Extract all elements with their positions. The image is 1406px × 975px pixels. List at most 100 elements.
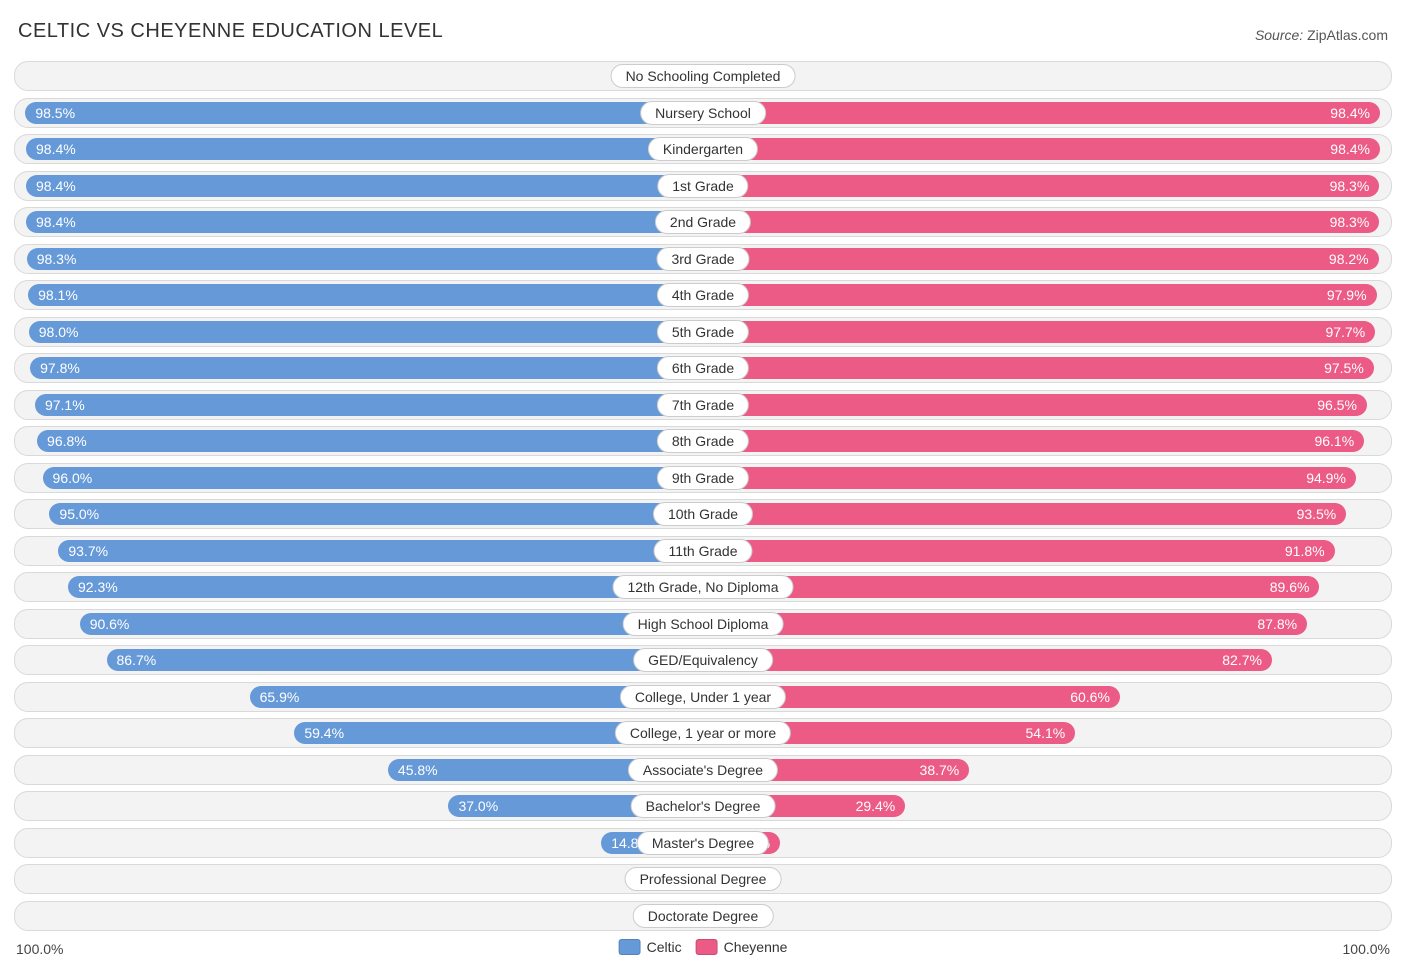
chart-row: 97.1%96.5%7th Grade: [14, 390, 1392, 420]
row-left-half: 98.3%: [15, 245, 703, 273]
chart-footer: 100.0% CelticCheyenne 100.0%: [14, 937, 1392, 967]
row-right-half: 1.6%: [703, 902, 1391, 930]
row-left-half: 98.4%: [15, 208, 703, 236]
bar-value-celtic: 65.9%: [250, 689, 310, 705]
axis-max-left: 100.0%: [16, 941, 63, 957]
chart-row: 1.6%2.1%No Schooling Completed: [14, 61, 1392, 91]
bar-cheyenne: 98.2%: [703, 248, 1379, 270]
chart-row: 98.1%97.9%4th Grade: [14, 280, 1392, 310]
row-category-label: 5th Grade: [657, 320, 749, 344]
row-category-label: Kindergarten: [648, 137, 758, 161]
bar-cheyenne: 82.7%: [703, 649, 1272, 671]
row-left-half: 45.8%: [15, 756, 703, 784]
legend-swatch-icon: [619, 939, 641, 955]
row-category-label: 3rd Grade: [656, 247, 749, 271]
chart-row: 86.7%82.7%GED/Equivalency: [14, 645, 1392, 675]
row-left-half: 96.8%: [15, 427, 703, 455]
chart-row: 96.8% 96.1% 8th Grade: [14, 426, 1392, 456]
bar-value-cheyenne: 94.9%: [1296, 470, 1356, 486]
row-category-label: 11th Grade: [653, 539, 752, 563]
bar-cheyenne: 89.6%: [703, 576, 1319, 598]
row-right-half: 97.9%: [703, 281, 1391, 309]
bar-value-celtic: 96.0%: [43, 470, 103, 486]
bar-value-cheyenne: 54.1%: [1016, 725, 1076, 741]
bar-value-cheyenne: 98.4%: [1320, 141, 1380, 157]
row-category-label: No Schooling Completed: [611, 64, 796, 88]
row-right-half: 89.6%: [703, 573, 1391, 601]
row-right-half: 96.1%: [703, 427, 1391, 455]
bar-value-cheyenne: 60.6%: [1060, 689, 1120, 705]
bar-value-celtic: 59.4%: [294, 725, 354, 741]
row-right-half: 11.2%: [703, 829, 1391, 857]
bar-celtic: 90.6%: [80, 613, 703, 635]
bar-value-celtic: 97.8%: [30, 360, 90, 376]
row-category-label: 8th Grade: [657, 429, 749, 453]
bar-value-celtic: 45.8%: [388, 762, 448, 778]
bar-value-cheyenne: 87.8%: [1247, 616, 1307, 632]
bar-value-cheyenne: 96.1%: [1304, 433, 1364, 449]
source-label: Source:: [1255, 27, 1303, 43]
row-right-half: 93.5%: [703, 500, 1391, 528]
chart-legend: Celtic Cheyenne: [619, 939, 788, 955]
row-right-half: 54.1%: [703, 719, 1391, 747]
row-category-label: 2nd Grade: [655, 210, 751, 234]
chart-title: CELTIC VS CHEYENNE EDUCATION LEVEL: [18, 20, 443, 43]
row-category-label: College, Under 1 year: [620, 685, 786, 709]
chart-row: 45.8%38.7%Associate's Degree: [14, 755, 1392, 785]
chart-row: 96.0% 94.9% 9th Grade: [14, 463, 1392, 493]
row-category-label: 12th Grade, No Diploma: [613, 575, 794, 599]
bar-value-celtic: 93.7%: [58, 543, 118, 559]
bar-cheyenne: 97.5%: [703, 357, 1374, 379]
row-left-half: 93.7%: [15, 537, 703, 565]
row-left-half: 1.9%: [15, 902, 703, 930]
bar-value-celtic: 95.0%: [49, 506, 109, 522]
chart-row: 14.8%11.2%Master's Degree: [14, 828, 1392, 858]
chart-row: 92.3% 89.6% 12th Grade, No Diploma: [14, 572, 1392, 602]
bar-value-celtic: 98.1%: [28, 287, 88, 303]
bar-celtic: 98.1%: [28, 284, 703, 306]
row-right-half: 82.7%: [703, 646, 1391, 674]
bar-cheyenne: 98.4%: [703, 138, 1380, 160]
chart-row: 98.4%98.4%Kindergarten: [14, 134, 1392, 164]
bar-celtic: 98.3%: [27, 248, 703, 270]
bar-celtic: 98.4%: [26, 211, 703, 233]
bar-value-celtic: 98.4%: [26, 214, 86, 230]
row-right-half: 97.5%: [703, 354, 1391, 382]
row-right-half: 98.4%: [703, 99, 1391, 127]
row-left-half: 1.6%: [15, 62, 703, 90]
row-left-half: 59.4%: [15, 719, 703, 747]
bar-value-cheyenne: 89.6%: [1260, 579, 1320, 595]
source-value: ZipAtlas.com: [1307, 27, 1388, 43]
bar-celtic: 93.7%: [58, 540, 703, 562]
bar-value-celtic: 98.0%: [29, 324, 89, 340]
legend-item-cheyenne: Cheyenne: [696, 939, 788, 955]
row-category-label: 9th Grade: [657, 466, 749, 490]
row-right-half: 98.2%: [703, 245, 1391, 273]
bar-value-cheyenne: 82.7%: [1212, 652, 1272, 668]
bar-cheyenne: 93.5%: [703, 503, 1346, 525]
bar-value-celtic: 90.6%: [80, 616, 140, 632]
bar-value-cheyenne: 93.5%: [1287, 506, 1347, 522]
row-category-label: Bachelor's Degree: [631, 794, 776, 818]
row-right-half: 98.3%: [703, 172, 1391, 200]
row-left-half: 92.3%: [15, 573, 703, 601]
bar-celtic: 98.4%: [26, 138, 703, 160]
row-left-half: 97.8%: [15, 354, 703, 382]
bar-value-cheyenne: 97.5%: [1314, 360, 1374, 376]
row-left-half: 98.1%: [15, 281, 703, 309]
row-category-label: 10th Grade: [653, 502, 753, 526]
row-right-half: 97.7%: [703, 318, 1391, 346]
row-category-label: High School Diploma: [623, 612, 784, 636]
row-left-half: 37.0%: [15, 792, 703, 820]
chart-container: CELTIC VS CHEYENNE EDUCATION LEVEL Sourc…: [0, 0, 1406, 967]
row-category-label: Associate's Degree: [628, 758, 778, 782]
row-right-half: 60.6%: [703, 683, 1391, 711]
bar-value-cheyenne: 91.8%: [1275, 543, 1335, 559]
legend-label: Celtic: [647, 939, 682, 955]
chart-source: Source: ZipAtlas.com: [1255, 27, 1388, 43]
bar-value-celtic: 98.3%: [27, 251, 87, 267]
row-category-label: Professional Degree: [625, 867, 782, 891]
row-left-half: 86.7%: [15, 646, 703, 674]
chart-row: 95.0% 93.5% 10th Grade: [14, 499, 1392, 529]
row-left-half: 14.8%: [15, 829, 703, 857]
